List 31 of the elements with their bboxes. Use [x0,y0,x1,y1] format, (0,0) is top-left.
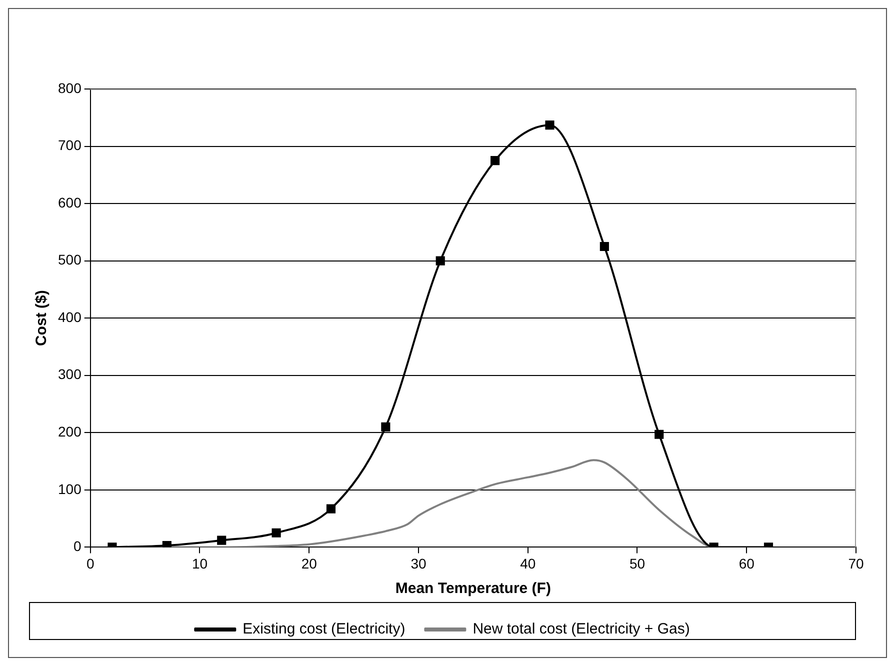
x-tick-label: 20 [301,555,318,572]
y-tick-label: 600 [58,194,82,210]
point [654,430,664,439]
x-tick-label: 10 [192,555,208,572]
point [217,536,226,545]
y-tick-label: 500 [58,252,82,268]
point [326,504,336,514]
point [600,242,609,252]
y-tick-label: 700 [58,137,82,154]
y-tick-label: 800 [58,80,82,96]
x-tick-label: 30 [410,555,426,572]
x-tick-label: 50 [629,555,646,572]
y-axis-title: Cost ($) [33,290,50,346]
x-tick-label: 0 [86,555,94,572]
x-tick-label: 70 [848,555,864,572]
x-tick-label: 60 [738,555,755,572]
legend-label: New total cost (Electricity + Gas) [472,620,690,638]
point [490,156,500,166]
y-tick-label: 300 [58,366,82,382]
point [162,540,172,548]
point [545,120,554,130]
point [381,422,390,432]
x-axis-title: Mean Temperature (F) [395,580,551,598]
legend-label: Existing cost (Electricity) [242,620,406,638]
x-tick-label: 40 [520,555,536,572]
y-tick-label: 0 [74,538,82,554]
y-tick-label: 400 [58,308,82,325]
y-tick-label: 100 [58,480,82,497]
point [272,528,281,538]
y-tick-label: 200 [58,424,82,440]
point [436,256,445,266]
